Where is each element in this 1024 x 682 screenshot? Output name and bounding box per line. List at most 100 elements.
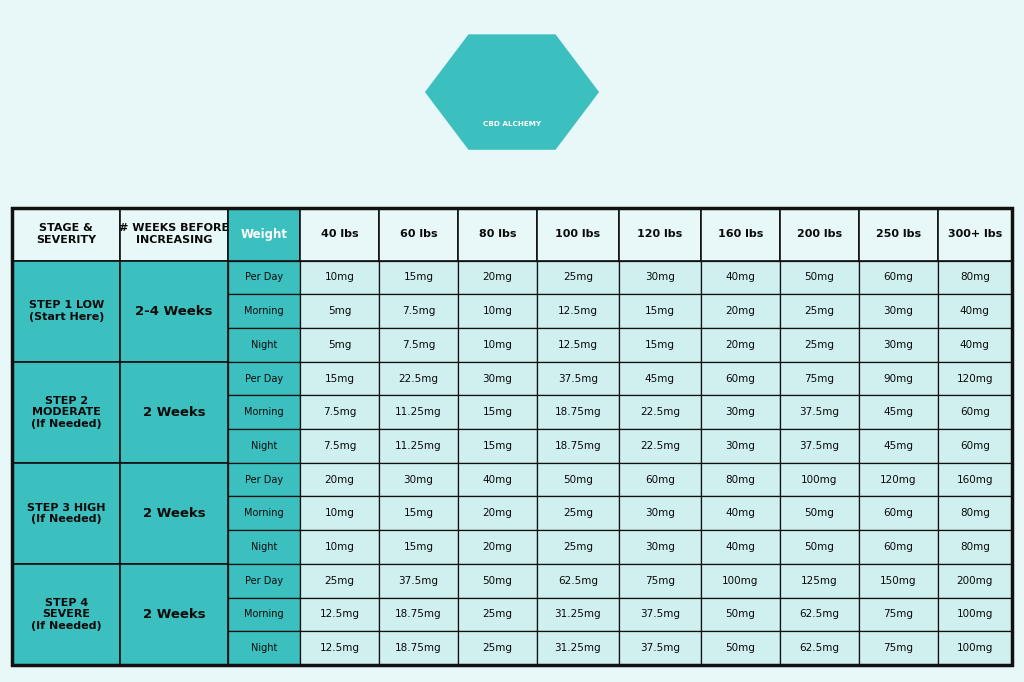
Bar xyxy=(458,597,537,632)
Text: 50mg: 50mg xyxy=(725,610,756,619)
Text: 80mg: 80mg xyxy=(959,542,989,552)
Bar xyxy=(12,208,1012,665)
Bar xyxy=(938,632,1012,665)
Bar xyxy=(300,261,379,294)
Text: 15mg: 15mg xyxy=(403,542,433,552)
Bar xyxy=(228,261,300,294)
Text: 45mg: 45mg xyxy=(884,441,913,451)
Bar xyxy=(938,496,1012,530)
Text: 50mg: 50mg xyxy=(563,475,593,485)
Text: Morning: Morning xyxy=(245,407,284,417)
Bar xyxy=(537,597,618,632)
Bar xyxy=(780,463,859,496)
Text: 22.5mg: 22.5mg xyxy=(398,374,438,383)
Bar xyxy=(458,530,537,564)
Text: 20mg: 20mg xyxy=(725,340,756,350)
Bar xyxy=(458,463,537,496)
Text: 15mg: 15mg xyxy=(325,374,354,383)
Text: 7.5mg: 7.5mg xyxy=(323,407,356,417)
Text: 62.5mg: 62.5mg xyxy=(800,643,840,653)
Text: 160 lbs: 160 lbs xyxy=(718,229,763,239)
Text: 80 lbs: 80 lbs xyxy=(479,229,516,239)
Text: 40mg: 40mg xyxy=(959,340,989,350)
Bar xyxy=(938,208,1012,261)
Text: 18.75mg: 18.75mg xyxy=(395,643,442,653)
Text: 40mg: 40mg xyxy=(959,306,989,316)
Bar xyxy=(780,361,859,396)
Bar xyxy=(300,396,379,429)
Bar xyxy=(859,530,938,564)
Bar xyxy=(618,597,700,632)
Bar xyxy=(938,429,1012,463)
Bar xyxy=(780,396,859,429)
Bar xyxy=(458,261,537,294)
Bar xyxy=(938,564,1012,597)
Text: 30mg: 30mg xyxy=(725,407,756,417)
Bar xyxy=(228,632,300,665)
Text: 60mg: 60mg xyxy=(884,272,913,282)
Text: 120 lbs: 120 lbs xyxy=(637,229,683,239)
Bar xyxy=(938,261,1012,294)
Text: 20mg: 20mg xyxy=(725,306,756,316)
Text: 25mg: 25mg xyxy=(325,576,354,586)
Text: 7.5mg: 7.5mg xyxy=(401,340,435,350)
Bar xyxy=(228,530,300,564)
Text: 45mg: 45mg xyxy=(645,374,675,383)
Text: 15mg: 15mg xyxy=(482,407,512,417)
Text: STAGE &
SEVERITY: STAGE & SEVERITY xyxy=(36,224,96,245)
Text: 250 lbs: 250 lbs xyxy=(876,229,921,239)
Text: 100mg: 100mg xyxy=(801,475,838,485)
Bar xyxy=(700,530,780,564)
Bar xyxy=(228,564,300,597)
Bar xyxy=(780,208,859,261)
Text: 50mg: 50mg xyxy=(725,643,756,653)
Text: 50mg: 50mg xyxy=(805,542,835,552)
Bar xyxy=(12,208,120,261)
Bar xyxy=(300,496,379,530)
Bar xyxy=(938,530,1012,564)
Text: 22.5mg: 22.5mg xyxy=(640,441,680,451)
Text: 15mg: 15mg xyxy=(645,340,675,350)
Bar xyxy=(379,463,458,496)
Bar xyxy=(300,530,379,564)
Bar xyxy=(700,208,780,261)
Bar xyxy=(12,463,120,564)
Bar xyxy=(379,261,458,294)
Text: 25mg: 25mg xyxy=(563,508,593,518)
Text: STEP 4
SEVERE
(If Needed): STEP 4 SEVERE (If Needed) xyxy=(31,598,101,631)
Text: 80mg: 80mg xyxy=(725,475,756,485)
Text: 2 Weeks: 2 Weeks xyxy=(143,608,206,621)
Text: 20mg: 20mg xyxy=(482,272,512,282)
Text: 7.5mg: 7.5mg xyxy=(323,441,356,451)
Text: 10mg: 10mg xyxy=(482,340,512,350)
Bar xyxy=(618,632,700,665)
Text: 40 lbs: 40 lbs xyxy=(321,229,358,239)
Bar xyxy=(12,261,120,361)
Text: Morning: Morning xyxy=(245,610,284,619)
Bar xyxy=(458,294,537,328)
Text: Per Day: Per Day xyxy=(245,475,284,485)
Bar xyxy=(618,463,700,496)
Bar xyxy=(12,564,120,665)
Bar xyxy=(12,208,1012,665)
Bar xyxy=(938,396,1012,429)
Text: 60mg: 60mg xyxy=(884,542,913,552)
Bar xyxy=(228,597,300,632)
Text: 37.5mg: 37.5mg xyxy=(640,610,680,619)
Text: 7.5mg: 7.5mg xyxy=(401,306,435,316)
Bar xyxy=(379,396,458,429)
Bar xyxy=(618,208,700,261)
Bar xyxy=(537,328,618,361)
Text: 80mg: 80mg xyxy=(959,272,989,282)
Text: CBD ALCHEMY: CBD ALCHEMY xyxy=(483,121,541,127)
Text: 5mg: 5mg xyxy=(328,340,351,350)
Text: 31.25mg: 31.25mg xyxy=(555,643,601,653)
Text: Night: Night xyxy=(251,340,278,350)
Bar xyxy=(780,632,859,665)
Text: 160mg: 160mg xyxy=(956,475,993,485)
Text: 60mg: 60mg xyxy=(725,374,756,383)
Bar xyxy=(228,361,300,396)
Text: 100mg: 100mg xyxy=(956,643,993,653)
Text: 12.5mg: 12.5mg xyxy=(558,340,598,350)
Bar xyxy=(379,361,458,396)
